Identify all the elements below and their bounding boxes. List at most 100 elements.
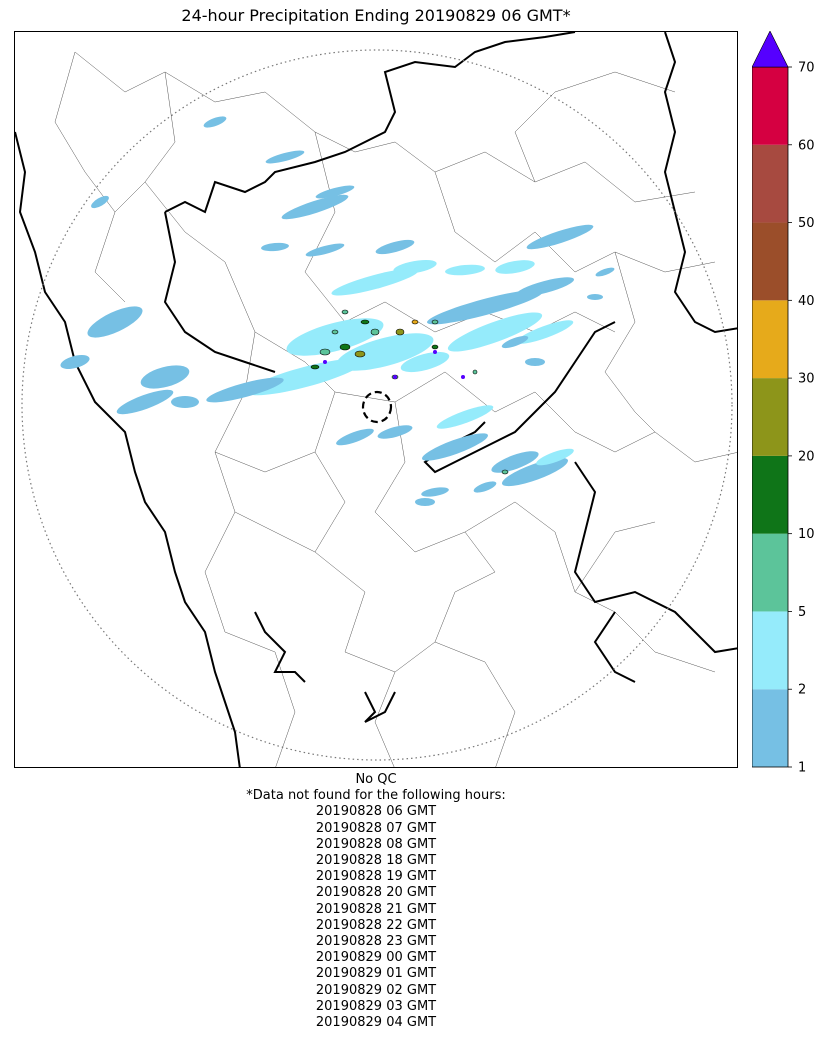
colorbar-bin — [752, 378, 788, 456]
precip-extreme-cell — [393, 375, 397, 379]
precip-core-cell — [310, 364, 320, 370]
precip-band — [491, 451, 539, 473]
precip-band — [436, 405, 494, 429]
precip-core-cell — [411, 319, 419, 325]
precip-band — [375, 239, 415, 255]
missing-hour-item: 20190829 01 GMT — [315, 966, 437, 982]
precip-core-cell — [319, 348, 331, 356]
colorbar: 1 2 5 10 20 30 40 50 60 70 — [751, 30, 822, 776]
precip-extreme-cell — [433, 350, 437, 354]
precip-band — [526, 224, 594, 250]
precip-core-cell — [395, 328, 405, 336]
colorbar-tick-label: 20 — [798, 449, 815, 464]
precip-band — [501, 457, 569, 487]
precip-band — [336, 428, 374, 446]
precip-band — [315, 185, 355, 199]
precip-band — [171, 396, 199, 408]
radar-range-ring — [21, 49, 733, 761]
colorbar-bin — [752, 455, 788, 534]
colorbar-bin — [752, 611, 788, 690]
colorbar-tick-label: 1 — [798, 761, 806, 776]
precip-band — [305, 243, 345, 257]
colorbar-bin — [752, 222, 788, 301]
precip-band — [265, 150, 305, 164]
precip-band — [422, 433, 488, 461]
precip-band — [203, 116, 227, 128]
colorbar-tick-label: 2 — [798, 683, 806, 698]
missing-hour-item: 20190828 19 GMT — [315, 869, 437, 885]
precip-band — [516, 320, 574, 344]
district-boundaries — [54, 51, 737, 767]
colorbar-tick-label: 50 — [798, 216, 815, 231]
missing-hour-item: 20190828 23 GMT — [315, 934, 437, 950]
precip-band — [473, 481, 497, 493]
missing-hour-item: 20190828 21 GMT — [315, 901, 437, 917]
precip-core-cell — [339, 343, 351, 351]
colorbar-tick-label: 70 — [798, 61, 815, 76]
precip-band — [286, 318, 384, 356]
precip-band — [495, 260, 535, 274]
missing-hour-item: 20190828 08 GMT — [315, 836, 437, 852]
missing-hour-item: 20190829 00 GMT — [315, 950, 437, 966]
missing-hour-item: 20190828 22 GMT — [315, 917, 437, 933]
precip-band — [427, 289, 543, 325]
precipitation-map — [14, 31, 738, 768]
missing-hour-item: 20190828 20 GMT — [315, 885, 437, 901]
precip-extreme-cell — [461, 375, 465, 379]
missing-hour-item: 20190828 06 GMT — [315, 804, 437, 820]
precip-core-cell — [360, 319, 370, 325]
footer-notes: No QC *Data not found for the following … — [14, 772, 738, 1031]
precip-core-cell — [331, 329, 339, 335]
precip-core-cell — [472, 369, 478, 375]
precip-band — [261, 242, 289, 252]
precip-core-cell — [370, 328, 380, 336]
precip-extreme-cell — [323, 360, 327, 364]
colorbar-bin — [752, 144, 788, 223]
precip-band — [91, 195, 109, 209]
precip-band — [421, 487, 449, 497]
precip-band — [415, 498, 435, 506]
colorbar-tick-label: 40 — [798, 294, 815, 309]
colorbar-bin — [752, 300, 788, 379]
precip-core-cell — [431, 344, 439, 350]
precip-band — [116, 389, 174, 415]
radar-site-ring — [361, 390, 393, 424]
precip-band — [501, 335, 529, 349]
precip-band — [206, 377, 284, 403]
precip-core-cell — [501, 469, 509, 475]
precip-band — [587, 294, 603, 300]
colorbar-bin — [752, 689, 788, 767]
colorbar-extend-triangle — [751, 30, 789, 68]
precip-band — [400, 351, 450, 373]
precip-band — [140, 365, 190, 389]
precip-band — [447, 312, 543, 352]
colorbar-tick-label: 30 — [798, 372, 815, 387]
precipitation-field — [60, 116, 615, 506]
precip-core-cell — [354, 350, 366, 358]
qc-label: No QC — [355, 772, 397, 787]
missing-data-note: *Data not found for the following hours: — [246, 788, 506, 804]
precip-band — [445, 264, 485, 276]
colorbar-tick-label: 60 — [798, 138, 815, 153]
state-boundaries — [15, 32, 737, 767]
precip-band — [87, 306, 143, 338]
precip-band — [246, 358, 364, 396]
precip-core-cell — [341, 309, 349, 315]
precip-band — [525, 358, 545, 366]
colorbar-tick-label: 5 — [798, 605, 806, 620]
precip-band — [331, 268, 419, 296]
colorbar-tick-label: 10 — [798, 527, 815, 542]
precip-band — [60, 355, 90, 369]
precip-band — [377, 425, 413, 439]
missing-hour-item: 20190828 07 GMT — [315, 820, 437, 836]
missing-hour-item: 20190828 18 GMT — [315, 853, 437, 869]
precip-band — [536, 448, 574, 466]
missing-hours-list: 20190828 06 GMT 20190828 07 GMT 20190828 0… — [14, 804, 738, 1031]
missing-hour-item: 20190829 04 GMT — [315, 1015, 437, 1031]
colorbar-bin — [752, 533, 788, 612]
colorbar-bin — [752, 67, 788, 145]
precip-band — [595, 267, 615, 277]
missing-hour-item: 20190829 02 GMT — [315, 982, 437, 998]
map-title: 24-hour Precipitation Ending 20190829 06… — [181, 6, 571, 25]
missing-hour-item: 20190829 03 GMT — [315, 998, 437, 1014]
